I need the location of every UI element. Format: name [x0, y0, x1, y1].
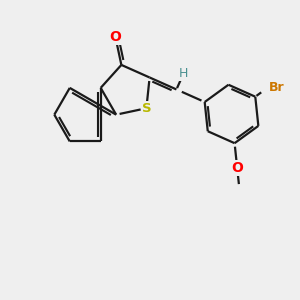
Text: O: O	[231, 161, 243, 176]
Text: H: H	[179, 68, 188, 80]
Text: Br: Br	[268, 81, 284, 94]
Text: O: O	[110, 30, 122, 44]
Text: S: S	[142, 102, 151, 115]
